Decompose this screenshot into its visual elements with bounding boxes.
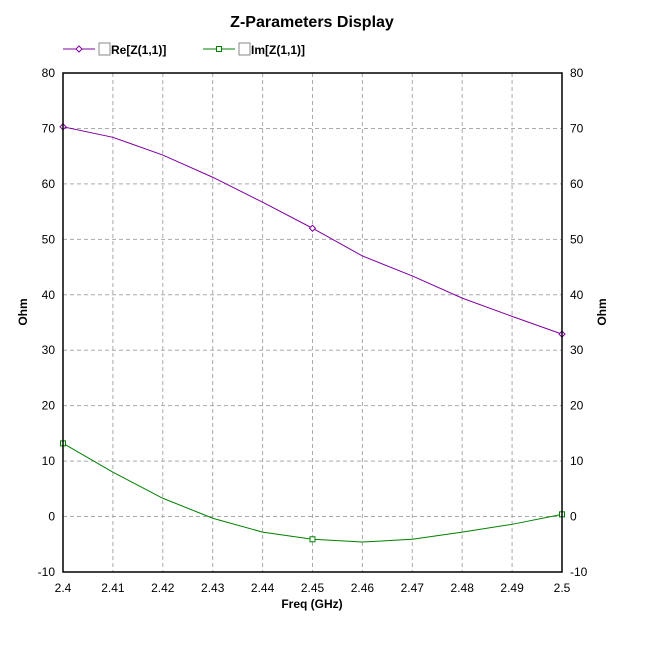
y-tick-label-left: 20 xyxy=(42,399,56,413)
y-tick-label-right: -10 xyxy=(570,565,588,579)
y-tick-label-right: 20 xyxy=(570,399,584,413)
legend-marker-icon xyxy=(216,46,222,52)
legend-checkbox xyxy=(98,42,111,56)
y-tick-label-right: 60 xyxy=(570,177,584,191)
y-tick-label-left: 0 xyxy=(48,510,55,524)
y-tick-label-right: 0 xyxy=(570,510,577,524)
x-tick-label: 2.49 xyxy=(500,581,524,595)
tick-labels: 2.4 2.41 2.42 2.43 2.44 2.45 2.46 2.47 2.48 2.49 2… xyxy=(38,66,588,595)
chart-title: Z-Parameters Display xyxy=(230,14,394,31)
y-axis-label-right: Ohm xyxy=(595,298,609,325)
y-tick-label-right: 40 xyxy=(570,288,584,302)
y-tick-label-left: 40 xyxy=(42,288,56,302)
y-tick-label-left: 30 xyxy=(42,343,56,357)
data-point-marker xyxy=(308,224,317,232)
x-tick-label: 2.44 xyxy=(251,581,275,595)
x-tick-label: 2.45 xyxy=(301,581,325,595)
x-tick-label: 2.4 xyxy=(55,581,72,595)
plot-frame xyxy=(62,72,563,573)
x-tick-label: 2.47 xyxy=(401,581,425,595)
y-tick-label-left: 10 xyxy=(42,454,56,468)
x-tick-label: 2.42 xyxy=(151,581,175,595)
x-tick-label: 2.48 xyxy=(451,581,475,595)
y-tick-label-left: -10 xyxy=(38,565,56,579)
y-tick-label-right: 80 xyxy=(570,66,584,80)
x-tick-label: 2.5 xyxy=(554,581,571,595)
y-tick-label-right: 50 xyxy=(570,232,584,246)
y-tick-label-right: 30 xyxy=(570,343,584,357)
grid xyxy=(63,73,562,572)
y-tick-label-left: 70 xyxy=(42,121,56,135)
y-tick-label-left: 60 xyxy=(42,177,56,191)
y-tick-label-right: 70 xyxy=(570,121,584,135)
data-point-marker xyxy=(309,536,316,543)
x-axis-label: Freq (GHz) xyxy=(281,597,342,611)
y-tick-label-left: 50 xyxy=(42,232,56,246)
legend-marker-icon xyxy=(75,45,83,53)
y-axis-label-left: Ohm xyxy=(16,298,30,325)
legend-label: Re[Z(1,1)] xyxy=(111,43,166,57)
legend-label: Im[Z(1,1)] xyxy=(251,43,305,57)
x-tick-label: 2.41 xyxy=(101,581,125,595)
legend-checkbox xyxy=(238,42,251,56)
y-tick-label-right: 10 xyxy=(570,454,584,468)
y-tick-label-left: 80 xyxy=(42,66,56,80)
legend: Re[Z(1,1)] Im[Z(1,1)] xyxy=(63,42,305,57)
x-tick-label: 2.43 xyxy=(201,581,225,595)
x-tick-label: 2.46 xyxy=(351,581,375,595)
